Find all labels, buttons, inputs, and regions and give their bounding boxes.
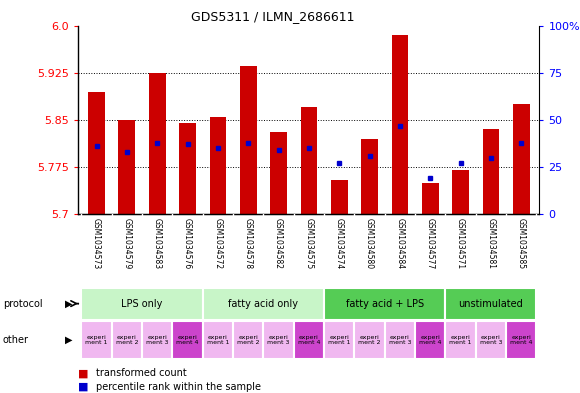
Bar: [452, 170, 469, 214]
Text: GSM1034572: GSM1034572: [213, 218, 222, 269]
Text: GSM1034574: GSM1034574: [335, 218, 344, 269]
Text: GSM1034581: GSM1034581: [487, 218, 495, 269]
Bar: [142, 321, 172, 359]
Bar: [112, 321, 142, 359]
Bar: [476, 321, 506, 359]
Bar: [88, 92, 105, 214]
Bar: [392, 35, 408, 214]
Text: GSM1034576: GSM1034576: [183, 218, 192, 269]
Bar: [445, 288, 536, 320]
Bar: [270, 132, 287, 214]
Bar: [483, 129, 499, 214]
Text: experi
ment 1: experi ment 1: [450, 334, 472, 345]
Bar: [415, 321, 445, 359]
Bar: [263, 321, 293, 359]
Bar: [149, 73, 165, 214]
Text: GSM1034584: GSM1034584: [396, 218, 404, 269]
Bar: [324, 288, 445, 320]
Bar: [385, 321, 415, 359]
Text: fatty acid only: fatty acid only: [229, 299, 298, 309]
Text: experi
ment 4: experi ment 4: [176, 334, 199, 345]
Text: experi
ment 4: experi ment 4: [298, 334, 320, 345]
Text: GSM1034580: GSM1034580: [365, 218, 374, 269]
Text: other: other: [3, 335, 29, 345]
Text: GSM1034573: GSM1034573: [92, 218, 101, 269]
Bar: [240, 66, 256, 214]
Bar: [293, 321, 324, 359]
Bar: [81, 288, 202, 320]
Text: experi
ment 4: experi ment 4: [510, 334, 532, 345]
Text: unstimulated: unstimulated: [458, 299, 523, 309]
Text: GSM1034578: GSM1034578: [244, 218, 253, 269]
Text: ■: ■: [78, 382, 89, 392]
Text: GSM1034585: GSM1034585: [517, 218, 525, 269]
Text: GSM1034583: GSM1034583: [153, 218, 162, 269]
Text: experi
ment 3: experi ment 3: [267, 334, 290, 345]
Text: experi
ment 2: experi ment 2: [115, 334, 138, 345]
Bar: [209, 117, 226, 214]
Text: protocol: protocol: [3, 299, 42, 309]
Bar: [445, 321, 476, 359]
Bar: [179, 123, 196, 214]
Bar: [361, 139, 378, 214]
Text: ■: ■: [78, 368, 89, 378]
Text: percentile rank within the sample: percentile rank within the sample: [96, 382, 260, 392]
Bar: [324, 321, 354, 359]
Text: GSM1034582: GSM1034582: [274, 218, 283, 269]
Bar: [172, 321, 202, 359]
Text: experi
ment 3: experi ment 3: [480, 334, 502, 345]
Text: experi
ment 2: experi ment 2: [358, 334, 381, 345]
Text: GSM1034575: GSM1034575: [304, 218, 313, 269]
Text: experi
ment 3: experi ment 3: [389, 334, 411, 345]
Text: GSM1034577: GSM1034577: [426, 218, 434, 269]
Bar: [331, 180, 347, 214]
Bar: [233, 321, 263, 359]
Bar: [118, 120, 135, 214]
Text: GSM1034579: GSM1034579: [122, 218, 131, 269]
Text: experi
ment 2: experi ment 2: [237, 334, 259, 345]
Bar: [202, 288, 324, 320]
Bar: [300, 107, 317, 214]
Bar: [506, 321, 536, 359]
Text: experi
ment 1: experi ment 1: [85, 334, 108, 345]
Text: experi
ment 1: experi ment 1: [206, 334, 229, 345]
Text: ▶: ▶: [65, 299, 72, 309]
Text: experi
ment 1: experi ment 1: [328, 334, 350, 345]
Text: GDS5311 / ILMN_2686611: GDS5311 / ILMN_2686611: [191, 10, 354, 23]
Bar: [354, 321, 385, 359]
Text: transformed count: transformed count: [96, 368, 186, 378]
Text: LPS only: LPS only: [121, 299, 163, 309]
Bar: [513, 104, 530, 214]
Bar: [81, 321, 112, 359]
Text: GSM1034571: GSM1034571: [456, 218, 465, 269]
Text: fatty acid + LPS: fatty acid + LPS: [346, 299, 424, 309]
Text: ▶: ▶: [65, 335, 72, 345]
Bar: [422, 183, 438, 214]
Text: experi
ment 3: experi ment 3: [146, 334, 168, 345]
Text: experi
ment 4: experi ment 4: [419, 334, 441, 345]
Bar: [202, 321, 233, 359]
